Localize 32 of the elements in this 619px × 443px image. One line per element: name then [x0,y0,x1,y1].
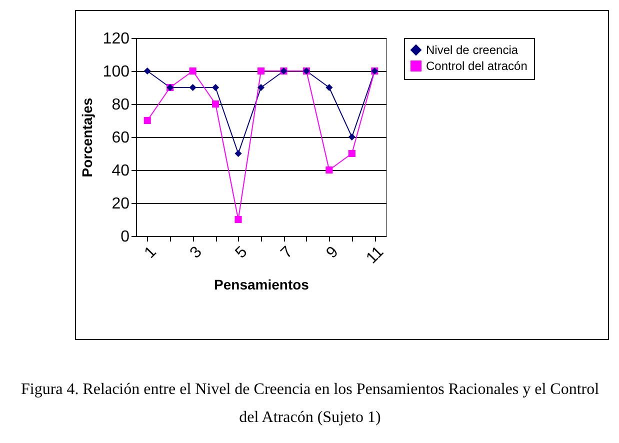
y-tick-label: 0 [120,228,130,246]
y-axis-title: Porcentajes [78,98,95,178]
legend-label: Control del atracón [426,59,528,73]
x-tick-label: 3 [187,243,206,262]
y-tick-label: 20 [112,196,130,212]
y-tick-label: 40 [112,162,130,180]
point [144,67,151,75]
y-tick-label: 100 [102,64,130,80]
legend-label: Nivel de creencia [426,43,518,57]
point [189,67,196,75]
y-tick-label: 120 [102,30,130,48]
point [234,216,242,224]
point [212,100,220,108]
point [189,84,196,92]
point [326,84,333,92]
x-tick-label: 11 [363,243,388,268]
point [348,150,356,158]
point [348,133,356,141]
point [257,84,265,92]
x-axis-title: Pensamientos [214,276,310,293]
point [144,116,151,124]
x-tick-label: 7 [278,243,296,262]
point [234,150,242,158]
point [212,84,220,92]
x-tick-label: 5 [232,243,251,262]
x-tick-label: 9 [323,243,342,262]
point [257,67,265,75]
point [326,166,333,174]
x-tick-label: 1 [142,243,160,262]
y-tick-label: 60 [112,130,130,146]
text: Figura 4. Relación entre el Nivel de Creencia en los Pensamientos Racionales y el Control del Atracón (Sujeto 1) [20,380,600,428]
y-tick-label: 80 [112,96,130,114]
